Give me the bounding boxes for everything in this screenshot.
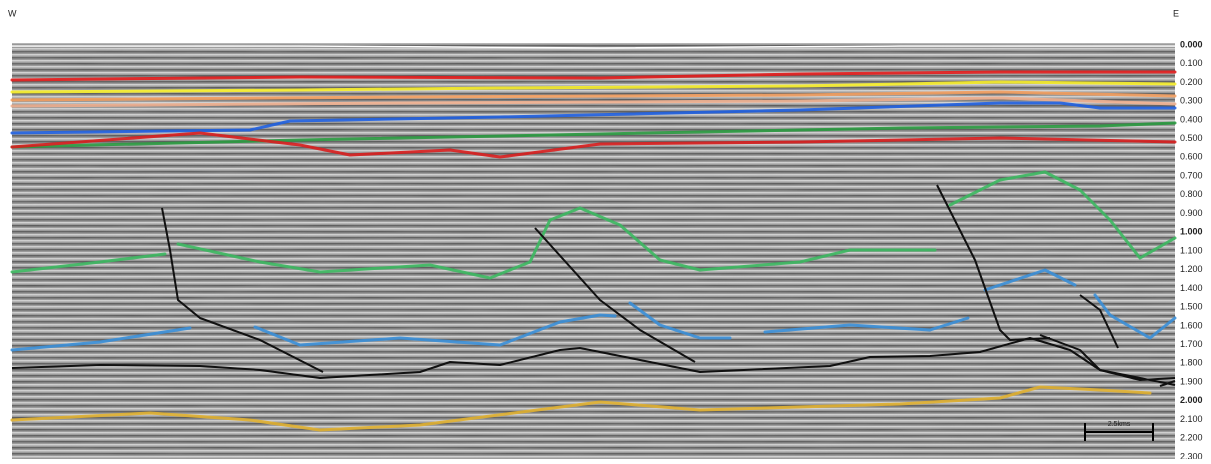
- depth-tick-label: 2.100: [1180, 414, 1203, 424]
- scale-bar: 2.5kms: [1084, 421, 1154, 441]
- depth-tick-label: 2.200: [1180, 433, 1203, 443]
- depth-tick-label: 1.800: [1180, 358, 1203, 368]
- depth-tick-label: 1.900: [1180, 376, 1203, 386]
- depth-tick-label: 1.700: [1180, 339, 1203, 349]
- depth-tick-label: 0.100: [1180, 58, 1203, 68]
- depth-tick-label: 0.800: [1180, 189, 1203, 199]
- east-label: E: [1173, 8, 1179, 18]
- depth-tick-label: 1.100: [1180, 245, 1203, 255]
- depth-tick-label: 0.600: [1180, 152, 1203, 162]
- scale-label: 2.5kms: [1108, 421, 1131, 428]
- depth-tick-label: 0.900: [1180, 208, 1203, 218]
- depth-tick-label: 0.500: [1180, 133, 1203, 143]
- depth-tick-label: 1.000: [1180, 227, 1203, 237]
- depth-tick-label: 1.500: [1180, 302, 1203, 312]
- depth-tick-label: 1.400: [1180, 283, 1203, 293]
- depth-tick-label: 0.700: [1180, 170, 1203, 180]
- depth-tick-label: 1.200: [1180, 264, 1203, 274]
- depth-tick-label: 0.300: [1180, 96, 1203, 106]
- depth-tick-label: 2.300: [1180, 451, 1203, 459]
- depth-tick-label: 0.400: [1180, 114, 1203, 124]
- depth-tick-label: 1.600: [1180, 320, 1203, 330]
- seismic-section: [10, 43, 1177, 459]
- depth-axis: 0.000 0.100 0.200 0.300 0.400 0.500 0.600 0.700…: [1180, 39, 1203, 461]
- depth-tick-label: 0.200: [1180, 77, 1203, 87]
- depth-tick-label: 0.000: [1180, 39, 1203, 49]
- west-label: W: [8, 8, 17, 18]
- depth-tick-label: 2.000: [1180, 395, 1203, 405]
